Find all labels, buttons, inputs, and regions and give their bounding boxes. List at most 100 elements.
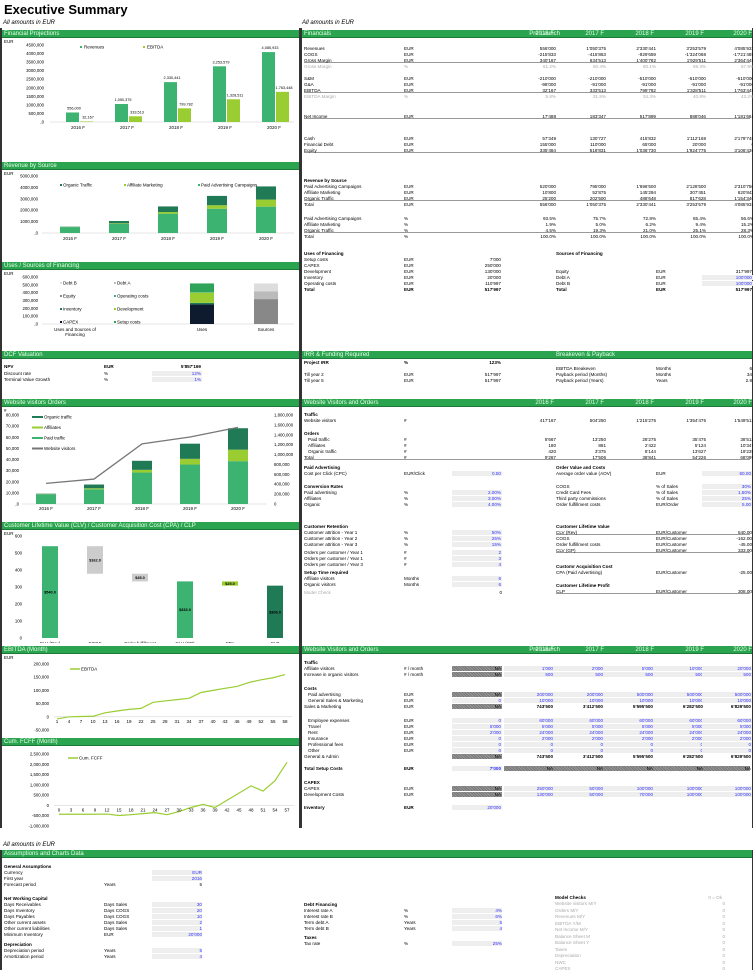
year-value[interactable]: 24'000 <box>554 730 604 735</box>
cpc-value[interactable]: 0.50 <box>452 471 502 476</box>
year-value[interactable]: 130'000 <box>504 792 554 797</box>
year-value[interactable]: 100'000 <box>604 786 654 791</box>
year-value[interactable]: 10'000 <box>554 698 604 703</box>
nwc-value[interactable]: 30 <box>152 902 202 907</box>
debt-value[interactable]: 4 <box>452 926 502 931</box>
year-value[interactable]: 60'000 <box>702 718 752 723</box>
sources-value[interactable]: 100'000 <box>702 275 753 280</box>
nwc-value[interactable]: 20'000 <box>152 932 202 937</box>
year-value[interactable]: 500'000 <box>702 692 752 697</box>
year-value[interactable]: 200'000 <box>554 692 604 697</box>
year-value[interactable]: 50'000 <box>554 792 604 797</box>
dcf-value[interactable]: 1% <box>152 377 202 382</box>
depreciation-value[interactable]: 5 <box>152 948 202 953</box>
year-value[interactable]: 0 <box>654 742 704 747</box>
pre-launch-value[interactable]: 0 <box>452 748 502 753</box>
year-value[interactable]: 20'000 <box>702 666 752 671</box>
year-value[interactable]: 24'000 <box>654 730 704 735</box>
year-value[interactable]: 10'000 <box>654 698 704 703</box>
order-cost-value[interactable]: 30% <box>702 484 752 489</box>
year-value[interactable]: 5'000 <box>654 724 704 729</box>
year-value[interactable]: 200'000 <box>504 692 554 697</box>
pre-launch-value[interactable]: 5'000 <box>452 724 502 729</box>
year-value[interactable]: 60'000 <box>504 718 554 723</box>
year-value[interactable]: 2'000 <box>654 736 704 741</box>
year-value[interactable]: 0 <box>604 748 654 753</box>
orders-per-customer-value[interactable]: 2 <box>452 550 502 555</box>
orders-per-customer-value[interactable]: 3 <box>452 556 502 561</box>
year-value[interactable]: 24'000 <box>702 730 752 735</box>
year-value[interactable]: 500'000 <box>604 692 654 697</box>
year-value[interactable]: 250'000 <box>504 786 554 791</box>
inventory-value[interactable]: 20'000 <box>452 805 502 810</box>
year-value[interactable]: 0 <box>504 748 554 753</box>
pre-launch-value[interactable]: 2'000 <box>452 730 502 735</box>
general-assumption-value[interactable]: EUR <box>152 870 202 875</box>
year-value[interactable]: 100'000 <box>702 786 752 791</box>
nwc-value[interactable]: 20 <box>152 908 202 913</box>
setup-time-value[interactable]: 6 <box>452 582 502 587</box>
year-value[interactable]: 100'000 <box>654 792 704 797</box>
year-value[interactable]: 5'000 <box>604 724 654 729</box>
year-value[interactable]: 0 <box>504 742 554 747</box>
setup-time-value[interactable]: 6 <box>452 576 502 581</box>
depreciation-value[interactable]: 4 <box>152 954 202 959</box>
year-value[interactable]: 5'000 <box>604 666 654 671</box>
nwc-value[interactable]: 2 <box>152 920 202 925</box>
year-value[interactable]: 0 <box>702 742 752 747</box>
dcf-value[interactable]: 12% <box>152 371 202 376</box>
order-cost-value[interactable]: 1.50% <box>702 490 752 495</box>
year-value[interactable]: 100'000 <box>654 786 704 791</box>
conversion-value[interactable]: 2.00% <box>452 490 502 495</box>
debt-value[interactable]: 4% <box>452 908 502 913</box>
order-cost-value[interactable]: 25% <box>702 496 752 501</box>
year-value[interactable]: 0 <box>554 742 604 747</box>
pre-launch-value[interactable]: 0 <box>452 742 502 747</box>
year-value[interactable]: 60'000 <box>554 718 604 723</box>
nwc-value[interactable]: 10 <box>152 914 202 919</box>
year-value[interactable]: 500 <box>702 672 752 677</box>
debt-value[interactable]: 5 <box>452 920 502 925</box>
orders-per-customer-value[interactable]: 4 <box>452 562 502 567</box>
setup-cost-value[interactable]: 7'000 <box>452 766 502 771</box>
conversion-value[interactable]: 3.00% <box>452 496 502 501</box>
year-value[interactable]: 500 <box>554 672 604 677</box>
year-value[interactable]: 0 <box>702 748 752 753</box>
pre-launch-value[interactable]: 0 <box>452 698 502 703</box>
retention-value[interactable]: 50% <box>452 530 502 535</box>
sources-value[interactable]: 100'000 <box>702 281 753 286</box>
year-value[interactable]: 24'000 <box>504 730 554 735</box>
year-value[interactable]: 60'000 <box>654 718 704 723</box>
year-value[interactable]: 0 <box>654 748 704 753</box>
tax-value[interactable]: 25% <box>452 941 502 946</box>
nwc-value[interactable]: 1 <box>152 926 202 931</box>
order-cost-value[interactable]: 5.00 <box>702 502 752 507</box>
year-value[interactable]: 24'000 <box>604 730 654 735</box>
year-value[interactable]: 70'000 <box>604 792 654 797</box>
pre-launch-value[interactable]: 0 <box>452 718 502 723</box>
general-assumption-value[interactable]: 2016 <box>152 876 202 881</box>
pre-launch-value[interactable]: 0 <box>452 736 502 741</box>
year-value[interactable]: 10'000 <box>504 698 554 703</box>
year-value[interactable]: 100'000 <box>702 792 752 797</box>
retention-value[interactable]: 15% <box>452 542 502 547</box>
year-value[interactable]: 60'000 <box>604 718 654 723</box>
year-value[interactable]: 5'000 <box>702 724 752 729</box>
year-value[interactable]: 0 <box>554 748 604 753</box>
year-value[interactable]: 10'000 <box>604 698 654 703</box>
year-value[interactable]: 50'000 <box>554 786 604 791</box>
conversion-value[interactable]: 4.00% <box>452 502 502 507</box>
year-value[interactable]: 0 <box>604 742 654 747</box>
year-value[interactable]: 5'000 <box>504 724 554 729</box>
year-value[interactable]: 2'000 <box>504 736 554 741</box>
debt-value[interactable]: 6% <box>452 914 502 919</box>
year-value[interactable]: 1'000 <box>504 666 554 671</box>
year-value[interactable]: 2'000 <box>554 666 604 671</box>
retention-value[interactable]: 25% <box>452 536 502 541</box>
year-value[interactable]: 2'000 <box>554 736 604 741</box>
aov-value[interactable]: 60.00 <box>702 471 752 476</box>
year-value[interactable]: 5'000 <box>554 724 604 729</box>
year-value[interactable]: 10'000 <box>702 698 752 703</box>
year-value[interactable]: 500 <box>504 672 554 677</box>
year-value[interactable]: 10'000 <box>654 666 704 671</box>
